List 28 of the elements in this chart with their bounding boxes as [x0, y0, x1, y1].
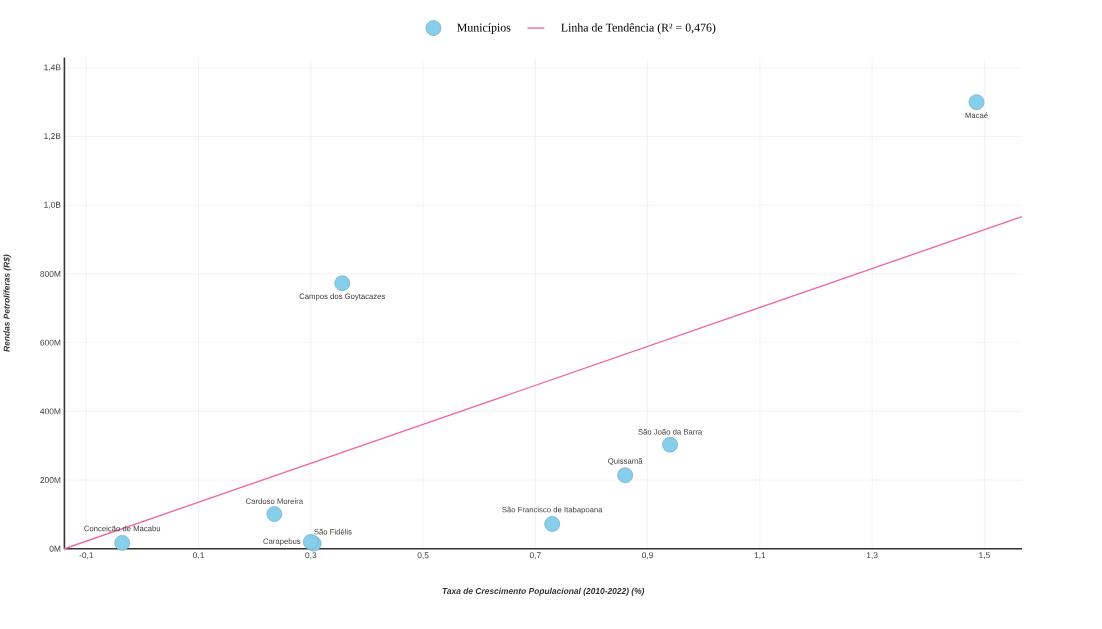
x-tick-label: 1,5 [979, 552, 990, 560]
x-tick-label: 1,1 [754, 552, 766, 560]
y-tick-label: 800M [40, 270, 61, 277]
x-tick-label: 1,3 [866, 552, 878, 560]
y-tick-label: 1,2B [44, 133, 61, 140]
x-tick-label: 0,5 [417, 552, 429, 560]
point [334, 275, 351, 291]
x-tick-label: 0,9 [642, 552, 654, 560]
legend-label: Municípios [457, 23, 511, 34]
point [544, 516, 561, 532]
y-tick-label: 0M [49, 545, 61, 552]
y-tick-label: 1,0B [44, 201, 61, 209]
point [266, 506, 283, 522]
x-tick-label: 0,1 [193, 552, 204, 560]
point [617, 467, 634, 484]
y-axis-title: Rendas Petrolíferas (R$) [3, 254, 12, 352]
point [968, 94, 985, 110]
y-tick-label: 1,4B [44, 64, 61, 72]
x-tick-label: 0,7 [529, 552, 541, 560]
y-tick-label: 200M [40, 477, 61, 483]
x-tick-label: -0,1 [79, 552, 94, 560]
point [662, 436, 678, 453]
x-tick-label: 0,3 [305, 552, 317, 560]
x-axis-title: Taxa de Crescimento Populacional (2010-2022) (%) [442, 587, 645, 596]
y-tick-label: 400M [40, 408, 61, 415]
legend-label: Linha de Tendência (R² = 0,476) [561, 23, 716, 34]
y-tick-label: 600M [40, 339, 61, 346]
point [114, 535, 131, 551]
